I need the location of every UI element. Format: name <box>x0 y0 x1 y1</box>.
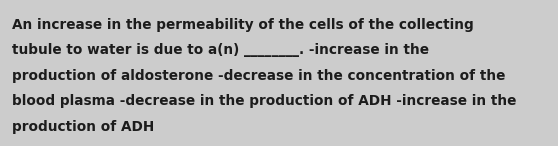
Text: production of aldosterone -decrease in the concentration of the: production of aldosterone -decrease in t… <box>12 69 506 83</box>
Text: blood plasma -decrease in the production of ADH -increase in the: blood plasma -decrease in the production… <box>12 94 517 108</box>
Text: tubule to water is due to a(n) ________. -increase in the: tubule to water is due to a(n) ________.… <box>12 43 429 57</box>
Text: An increase in the permeability of the cells of the collecting: An increase in the permeability of the c… <box>12 18 474 32</box>
Text: production of ADH: production of ADH <box>12 120 155 134</box>
